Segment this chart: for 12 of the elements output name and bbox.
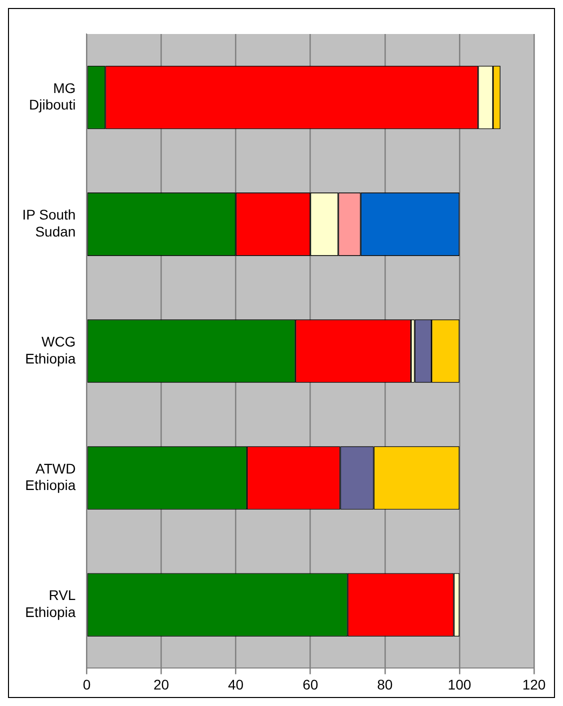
x-tick-label: 60 <box>302 676 318 692</box>
x-tick-label: 120 <box>522 676 546 692</box>
y-tick-label: ATWD Ethiopia <box>25 460 76 494</box>
y-tick-label: MG Djibouti <box>29 80 76 113</box>
x-tick-label: 100 <box>448 676 472 692</box>
x-tick-label: 20 <box>153 676 170 692</box>
y-tick-label: WCG Ethiopia <box>25 334 76 366</box>
x-tick-label: 40 <box>228 676 244 692</box>
y-tick-label: IP South Sudan <box>22 206 76 240</box>
x-tick-label: 80 <box>377 676 393 692</box>
x-tick-label: 0 <box>82 676 91 692</box>
y-tick-label: RVL Ethiopia <box>25 587 76 620</box>
